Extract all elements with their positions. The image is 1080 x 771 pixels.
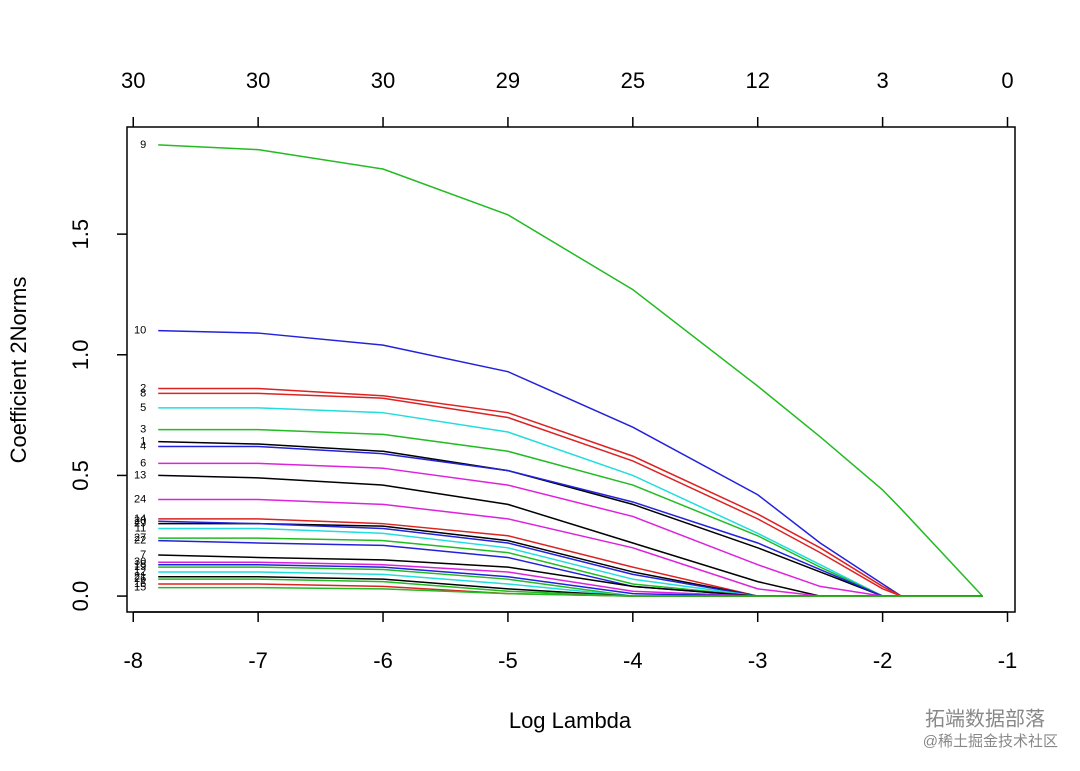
y-axis-label: Coefficient 2Norms (6, 277, 31, 464)
series-label: 26 (134, 573, 146, 585)
x-axis-label: Log Lambda (509, 708, 632, 733)
series-label: 24 (134, 493, 146, 505)
y-tick-label: 1.5 (68, 219, 93, 250)
series-label: 20 (134, 515, 146, 527)
coef-path (158, 586, 983, 597)
top-tick-label: 30 (371, 68, 395, 93)
series-label: 2 (140, 382, 146, 394)
x-tick-label: -8 (123, 648, 143, 673)
series-label: 12 (134, 566, 146, 578)
y-tick-label: 1.0 (68, 339, 93, 370)
series-label: 4 (140, 440, 146, 452)
top-tick-label: 29 (496, 68, 520, 93)
series-label: 8 (140, 387, 146, 399)
x-tick-label: -4 (623, 648, 643, 673)
series-label: 5 (140, 402, 146, 414)
x-tick-label: -3 (748, 648, 768, 673)
series-label: 3 (140, 423, 146, 435)
top-tick-label: 30 (121, 68, 145, 93)
coef-path (158, 387, 983, 597)
coef-path (158, 392, 983, 597)
x-tick-label: -5 (498, 648, 518, 673)
series-label: 21 (134, 571, 146, 583)
coef-path (158, 144, 984, 597)
series-label: 29 (134, 518, 146, 530)
series-label: 9 (140, 139, 146, 151)
top-tick-label: 0 (1001, 68, 1013, 93)
series-label: 1 (140, 436, 146, 448)
y-tick-label: 0.0 (68, 581, 93, 612)
series-label: 30 (134, 556, 146, 568)
y-tick-label: 0.5 (68, 460, 93, 491)
top-tick-label: 3 (876, 68, 888, 93)
x-tick-label: -1 (998, 648, 1018, 673)
series-label: 16 (134, 578, 146, 590)
top-tick-label: 12 (745, 68, 769, 93)
top-tick-label: 25 (621, 68, 645, 93)
x-tick-label: -2 (873, 648, 893, 673)
series-label: 18 (134, 559, 146, 571)
watermark-source: @稀土掘金技术社区 (923, 733, 1058, 750)
x-tick-label: -6 (373, 648, 393, 673)
series-label: 7 (140, 549, 146, 561)
top-tick-label: 30 (246, 68, 270, 93)
series-label: 19 (134, 561, 146, 573)
watermark-brand: 拓端数据部落 (925, 707, 1045, 730)
series-label: 13 (134, 469, 146, 481)
series-label: 27 (134, 532, 146, 544)
x-tick-label: -7 (248, 648, 268, 673)
plot-frame (126, 126, 1016, 613)
series-label: 11 (135, 522, 146, 534)
coef-path (158, 329, 983, 597)
series-label: 15 (134, 582, 146, 594)
series-label: 14 (134, 513, 146, 525)
series-label: 10 (134, 325, 146, 337)
series-label: 6 (140, 457, 146, 469)
series-label: 22 (134, 534, 146, 546)
